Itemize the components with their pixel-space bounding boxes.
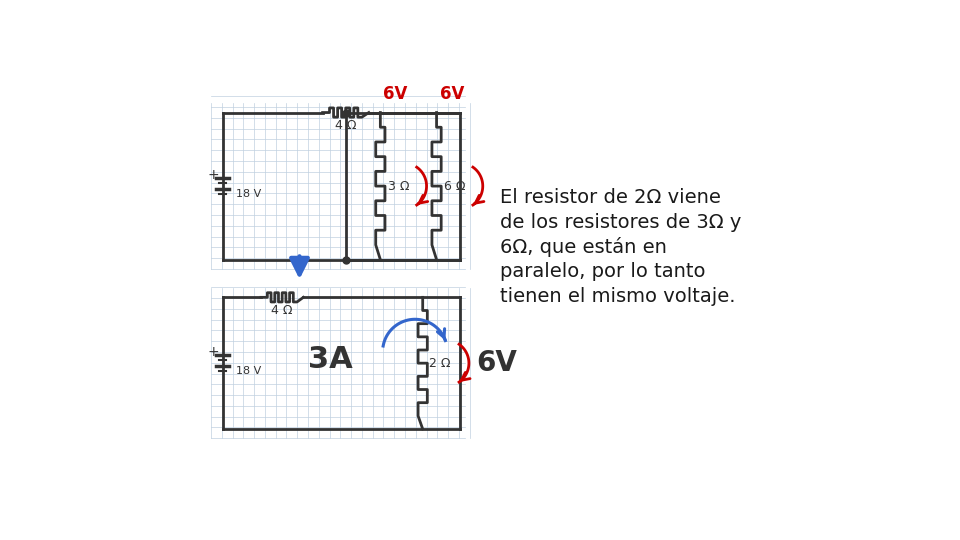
Text: El resistor de 2Ω viene: El resistor de 2Ω viene <box>500 188 721 207</box>
Text: 18 V: 18 V <box>236 189 262 199</box>
Text: 3 Ω: 3 Ω <box>388 180 410 193</box>
Text: 4 Ω: 4 Ω <box>335 119 356 132</box>
Text: paralelo, por lo tanto: paralelo, por lo tanto <box>500 262 706 281</box>
Text: 6V: 6V <box>440 85 464 103</box>
Text: 4 Ω: 4 Ω <box>272 304 293 318</box>
Text: 18 V: 18 V <box>236 366 262 376</box>
Text: 3A: 3A <box>308 345 352 374</box>
Text: de los resistores de 3Ω y: de los resistores de 3Ω y <box>500 213 741 232</box>
Text: 6Ω, que están en: 6Ω, que están en <box>500 237 666 257</box>
Text: 2 Ω: 2 Ω <box>429 357 450 370</box>
Text: +: + <box>207 168 219 183</box>
Text: 6V: 6V <box>476 349 517 377</box>
Text: 6V: 6V <box>383 85 408 103</box>
Text: 6 Ω: 6 Ω <box>444 180 466 193</box>
Text: tienen el mismo voltaje.: tienen el mismo voltaje. <box>500 287 735 306</box>
Text: +: + <box>207 346 219 360</box>
